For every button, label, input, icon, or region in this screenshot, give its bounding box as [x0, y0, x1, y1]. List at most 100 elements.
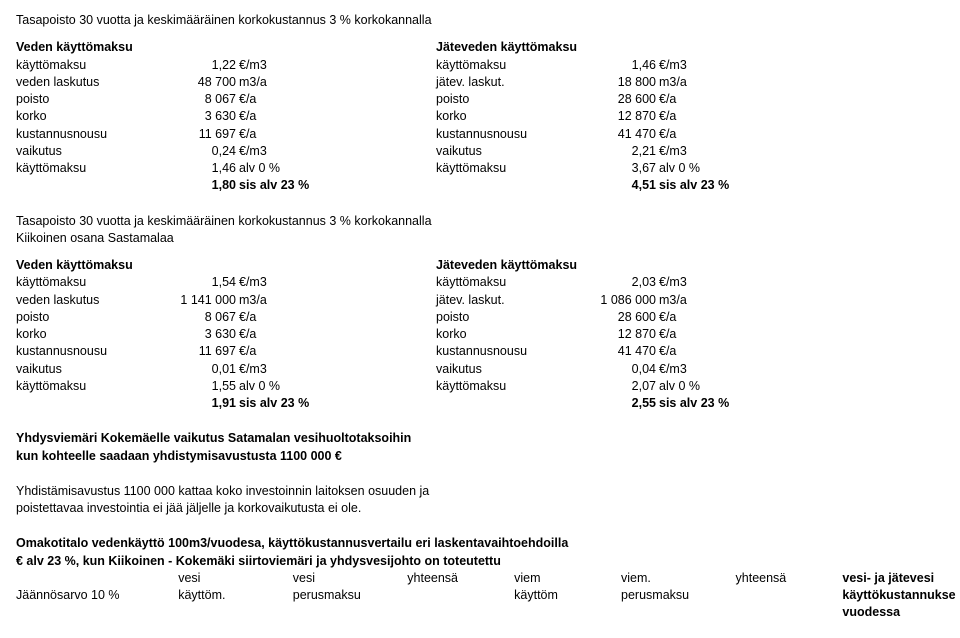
section2-left-title: Veden käyttömaksu	[16, 257, 436, 274]
row-label: poisto	[436, 91, 591, 108]
row-value: 1 141 000	[171, 292, 236, 309]
data-row: korko12 870 €/a	[436, 326, 866, 343]
bh2-c3	[407, 587, 514, 622]
data-row: vaikutus2,21 €/m3	[436, 143, 866, 160]
row-unit: €/a	[656, 91, 676, 108]
row-value: 12 870	[591, 326, 656, 343]
row-unit: €/a	[236, 108, 256, 125]
bh2-c2: perusmaksu	[293, 587, 408, 622]
bh2-c4: käyttöm	[514, 587, 621, 622]
row-unit: €/a	[656, 126, 676, 143]
row-unit: alv 0 %	[236, 160, 280, 177]
data-row: poisto8 067 €/a	[16, 309, 436, 326]
data-row: vaikutus0,24 €/m3	[16, 143, 436, 160]
data-row: korko3 630 €/a	[16, 326, 436, 343]
row-value: 41 470	[591, 126, 656, 143]
row-value: 18 800	[591, 74, 656, 91]
row-unit: €/m3	[656, 57, 687, 74]
row-label: käyttömaksu	[16, 57, 171, 74]
row-label: käyttömaksu	[436, 57, 591, 74]
row-unit: sis alv 23 %	[656, 395, 729, 412]
data-row: kustannusnousu11 697 €/a	[16, 126, 436, 143]
row-label	[16, 395, 171, 412]
row-unit: alv 0 %	[656, 160, 700, 177]
row-label: käyttömaksu	[16, 274, 171, 291]
row-unit: €/a	[236, 326, 256, 343]
row-label: korko	[16, 326, 171, 343]
data-row: käyttömaksu1,22 €/m3	[16, 57, 436, 74]
row-unit: €/a	[236, 126, 256, 143]
bh1-c0	[16, 570, 178, 587]
section2: Tasapoisto 30 vuotta ja keskimääräinen k…	[16, 213, 960, 413]
row-value: 41 470	[591, 343, 656, 360]
row-label: käyttömaksu	[16, 378, 171, 395]
row-value: 48 700	[171, 74, 236, 91]
row-label: kustannusnousu	[436, 343, 591, 360]
bh2-c7b: vuodessa	[842, 604, 960, 621]
row-label: poisto	[436, 309, 591, 326]
section1: Tasapoisto 30 vuotta ja keskimääräinen k…	[16, 12, 960, 195]
row-unit: €/a	[236, 343, 256, 360]
data-row: käyttömaksu1,55 alv 0 %	[16, 378, 436, 395]
row-value: 2,21	[591, 143, 656, 160]
row-unit: m3/a	[656, 74, 687, 91]
data-row: käyttömaksu2,03 €/m3	[436, 274, 866, 291]
data-row: 1,91 sis alv 23 %	[16, 395, 436, 412]
row-unit: €/a	[656, 343, 676, 360]
data-row: kustannusnousu41 470 €/a	[436, 126, 866, 143]
row-label: käyttömaksu	[16, 160, 171, 177]
section1-left-body: käyttömaksu1,22 €/m3veden laskutus48 700…	[16, 57, 436, 195]
row-label: veden laskutus	[16, 292, 171, 309]
section4: Yhdistämisavustus 1100 000 kattaa koko i…	[16, 483, 960, 518]
section2-grid: Veden käyttömaksu käyttömaksu1,54 €/m3ve…	[16, 257, 960, 412]
row-value: 11 697	[171, 126, 236, 143]
bh1-c5: viem.	[621, 570, 736, 587]
row-label: vaikutus	[436, 143, 591, 160]
bottom-header-row1: vesi vesi yhteensä viem viem. yhteensä v…	[16, 570, 960, 587]
bh2-c6	[736, 587, 843, 622]
row-label	[16, 177, 171, 194]
section2-right-col: Jäteveden käyttömaksu käyttömaksu2,03 €/…	[436, 257, 866, 412]
row-unit: €/m3	[656, 143, 687, 160]
row-unit: m3/a	[236, 292, 267, 309]
data-row: 1,80 sis alv 23 %	[16, 177, 436, 194]
row-value: 1,54	[171, 274, 236, 291]
row-unit: €/a	[236, 91, 256, 108]
section1-left-title: Veden käyttömaksu	[16, 39, 436, 56]
row-unit: sis alv 23 %	[236, 177, 309, 194]
section2-left-body: käyttömaksu1,54 €/m3veden laskutus1 141 …	[16, 274, 436, 412]
bh2-c7: käyttökustannukse vuodessa	[842, 587, 960, 622]
row-unit: €/m3	[236, 274, 267, 291]
row-unit: €/m3	[236, 57, 267, 74]
row-value: 1,22	[171, 57, 236, 74]
section4-line1: Yhdistämisavustus 1100 000 kattaa koko i…	[16, 483, 960, 500]
section1-right-body: käyttömaksu1,46 €/m3jätev. laskut.18 800…	[436, 57, 866, 195]
row-value: 1,46	[171, 160, 236, 177]
section1-right-col: Jäteveden käyttömaksu käyttömaksu1,46 €/…	[436, 39, 866, 194]
row-unit: €/m3	[236, 361, 267, 378]
row-label: vaikutus	[16, 361, 171, 378]
row-value: 3 630	[171, 108, 236, 125]
data-row: poisto8 067 €/a	[16, 91, 436, 108]
data-row: 4,51 sis alv 23 %	[436, 177, 866, 194]
row-label: käyttömaksu	[436, 274, 591, 291]
row-unit: €/a	[656, 309, 676, 326]
data-row: käyttömaksu1,46 €/m3	[436, 57, 866, 74]
bh2-c5: perusmaksu	[621, 587, 736, 622]
row-unit: €/m3	[656, 274, 687, 291]
section5-line2: € alv 23 %, kun Kiikoinen - Kokemäki sii…	[16, 553, 960, 570]
section3: Yhdysviemäri Kokemäelle vaikutus Satamal…	[16, 430, 960, 465]
row-label: kustannusnousu	[16, 126, 171, 143]
row-value: 0,01	[171, 361, 236, 378]
section1-grid: Veden käyttömaksu käyttömaksu1,22 €/m3ve…	[16, 39, 960, 194]
row-unit: €/a	[656, 326, 676, 343]
row-value: 11 697	[171, 343, 236, 360]
data-row: veden laskutus1 141 000 m3/a	[16, 292, 436, 309]
section5-line1: Omakotitalo vedenkäyttö 100m3/vuodesa, k…	[16, 535, 960, 552]
row-value: 8 067	[171, 91, 236, 108]
section3-line2: kun kohteelle saadaan yhdistymisavustust…	[16, 448, 960, 465]
row-value: 1,91	[171, 395, 236, 412]
section3-line1: Yhdysviemäri Kokemäelle vaikutus Satamal…	[16, 430, 960, 447]
row-label: poisto	[16, 309, 171, 326]
row-unit: sis alv 23 %	[656, 177, 729, 194]
